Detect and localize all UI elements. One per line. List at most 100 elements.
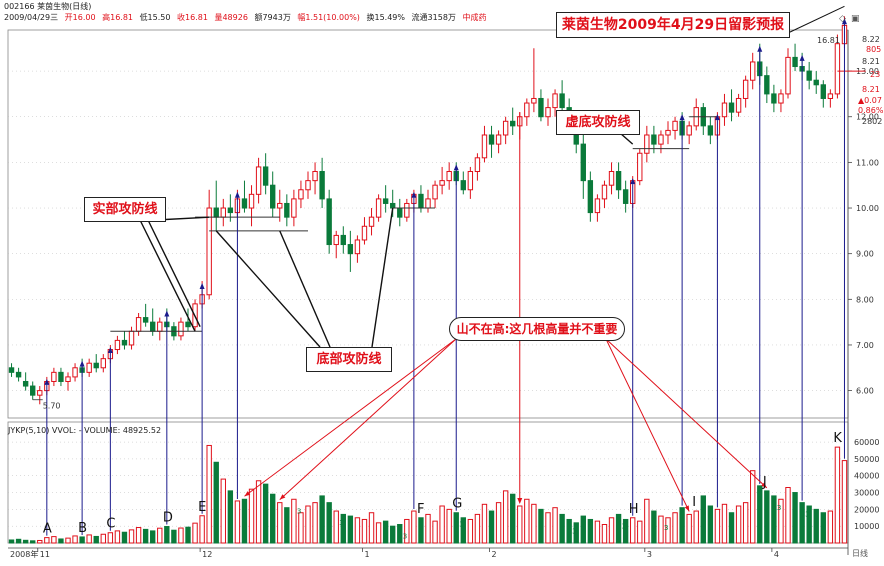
candle-body bbox=[771, 93, 777, 104]
panel-toggle-icon[interactable]: ▣ bbox=[851, 14, 860, 24]
volume-bar bbox=[361, 518, 368, 544]
candle-body bbox=[100, 358, 106, 369]
dibu-defense-label: 底部攻防线 bbox=[306, 347, 392, 372]
volume-bar bbox=[411, 510, 417, 544]
volume-bar bbox=[312, 502, 318, 544]
volume-bar bbox=[37, 539, 43, 544]
volume-panel-label: JYKP(5,10) VVOL: - VOLUME: 48925.52 bbox=[8, 426, 162, 435]
note-arrow bbox=[605, 338, 690, 512]
volume-bar bbox=[255, 480, 262, 544]
candle-body bbox=[277, 202, 283, 209]
volume-bar bbox=[820, 512, 826, 544]
volume-bar bbox=[241, 498, 248, 544]
volume-bar bbox=[298, 512, 304, 544]
candle-body bbox=[150, 321, 156, 332]
volume-bar bbox=[813, 508, 819, 544]
volume-bar bbox=[178, 527, 184, 544]
note-arrowhead bbox=[279, 494, 286, 500]
volume-bar bbox=[305, 505, 311, 544]
volume-bar bbox=[700, 495, 706, 544]
candle-body bbox=[658, 134, 664, 145]
candle-body bbox=[213, 207, 219, 218]
volume-bar bbox=[686, 513, 692, 544]
volume-bar bbox=[545, 512, 551, 544]
volume-bar bbox=[284, 507, 290, 544]
candle-body bbox=[488, 134, 495, 145]
candle-body bbox=[227, 207, 234, 214]
volume-bar bbox=[30, 540, 36, 544]
volume-bar bbox=[354, 517, 361, 544]
candle-body bbox=[206, 207, 212, 296]
volume-bar bbox=[531, 503, 537, 544]
volume-bar bbox=[121, 531, 128, 544]
volume-bar bbox=[277, 502, 283, 544]
volume-bar bbox=[291, 498, 297, 544]
volume-bar bbox=[538, 508, 544, 544]
candle-body bbox=[785, 56, 791, 95]
candle-body bbox=[368, 216, 375, 227]
candle-body bbox=[502, 120, 509, 136]
candle-body bbox=[298, 189, 304, 200]
volume-bar bbox=[199, 515, 205, 544]
volume-bar bbox=[58, 538, 64, 544]
diamond-icon[interactable]: ◇ bbox=[839, 14, 846, 24]
volume-bar bbox=[44, 537, 50, 544]
title-annotation: 莱茵生物2009年4月29日留影预报 bbox=[556, 12, 790, 38]
volume-bar bbox=[799, 502, 805, 544]
candle-body bbox=[128, 330, 135, 346]
volume-bar bbox=[665, 517, 671, 544]
candle-body bbox=[778, 93, 784, 104]
volume-bar bbox=[171, 529, 177, 544]
volume-bar bbox=[735, 505, 742, 544]
volume-marker-d: D bbox=[163, 511, 173, 526]
candle-body bbox=[594, 198, 601, 214]
note-arrowhead bbox=[761, 482, 767, 488]
volume-bar bbox=[72, 535, 78, 544]
price-tick-label: 6.00 bbox=[856, 387, 874, 396]
volume-bar bbox=[135, 527, 142, 544]
candle-body bbox=[65, 376, 71, 382]
candle-body bbox=[142, 317, 149, 323]
signal-arrowhead bbox=[234, 191, 240, 198]
candle-body bbox=[72, 367, 78, 378]
candle-body bbox=[262, 166, 269, 186]
period-label[interactable]: 日线 bbox=[852, 549, 868, 558]
signal-arrowhead bbox=[714, 114, 720, 121]
candle-body bbox=[397, 207, 403, 218]
candle-body bbox=[291, 198, 297, 218]
volume-bar bbox=[750, 470, 756, 544]
candle-body bbox=[326, 198, 332, 246]
volume-tick-label: 20000 bbox=[854, 505, 879, 514]
volume-marker-e: E bbox=[198, 500, 206, 515]
candle-body bbox=[305, 180, 311, 191]
volume-arrowhead bbox=[517, 498, 523, 504]
candle-body bbox=[644, 134, 650, 154]
volume-marker-a: A bbox=[43, 522, 52, 537]
volume-bar bbox=[524, 498, 530, 544]
candle-body bbox=[340, 234, 346, 246]
candle-body bbox=[270, 184, 276, 209]
candle-body bbox=[8, 367, 15, 373]
candle-body bbox=[333, 234, 339, 246]
volume-bar bbox=[206, 444, 212, 544]
candle-body bbox=[742, 79, 749, 99]
volume-marker-f: F bbox=[417, 502, 424, 517]
price-tick-label: 10.00 bbox=[856, 204, 879, 213]
volume-bar bbox=[404, 518, 410, 544]
candle-body bbox=[495, 134, 502, 145]
volume-marker-b: B bbox=[78, 521, 87, 536]
candle-body bbox=[460, 180, 466, 191]
quote-date: 2009/04/29三 bbox=[4, 13, 59, 22]
quote-float: 流通3158万 bbox=[411, 13, 456, 22]
quote-close: 收16.81 bbox=[177, 13, 208, 22]
volume-tick-label: 30000 bbox=[854, 489, 879, 498]
volume-bar bbox=[728, 512, 735, 544]
volume-tick-label: 50000 bbox=[854, 455, 879, 464]
quote-line: 2009/04/29三 开16.00 高16.81 低15.50 收16.81 … bbox=[4, 13, 490, 23]
side-value-3: 8.21 bbox=[862, 57, 880, 66]
candle-body bbox=[58, 371, 64, 382]
volume-bar bbox=[510, 493, 516, 544]
candle-body bbox=[531, 97, 537, 104]
volume-bar bbox=[397, 524, 403, 544]
